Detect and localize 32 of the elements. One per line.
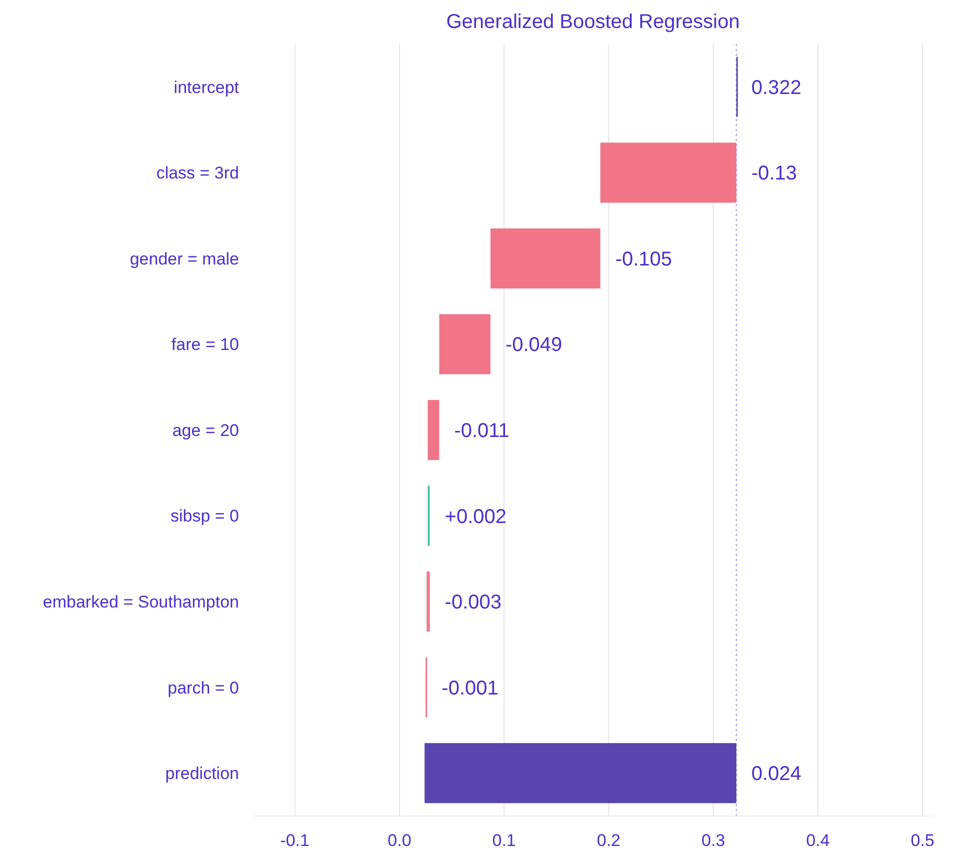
annotation: 0.024 xyxy=(751,763,802,786)
y-tick-label: parch = 0 xyxy=(168,678,239,698)
data-label: -0.003 xyxy=(444,592,502,614)
data-label: -0.13 xyxy=(751,162,797,185)
data-label: -0.001 xyxy=(442,677,498,700)
y-tick-label: class = 3rd xyxy=(156,164,239,183)
bar xyxy=(490,228,600,288)
y-tick-label: sibsp = 0 xyxy=(170,506,239,526)
chart-title: Generalized Boosted Regression xyxy=(446,11,740,33)
data-label: 0.322 xyxy=(751,76,802,99)
x-tick-label: 0.0 xyxy=(388,831,412,850)
x-tick-label: 0.5 xyxy=(910,831,934,850)
y-tick-label: age = 20 xyxy=(172,420,239,440)
y-tick-label: gender = male xyxy=(130,249,239,268)
x-tick-label: 0.1 xyxy=(492,831,516,850)
x-tick-label: -0.1 xyxy=(280,831,310,850)
bar xyxy=(424,743,736,804)
x-tick-label: 0.2 xyxy=(596,831,621,850)
data-label: -0.011 xyxy=(454,420,510,442)
bar xyxy=(439,314,490,374)
y-tick-label: embarked = Southampton xyxy=(42,592,239,612)
bar xyxy=(600,142,736,203)
y-tick-label: fare = 10 xyxy=(171,335,239,354)
bar xyxy=(428,400,440,460)
x-tick-label: 0.4 xyxy=(806,831,830,850)
y-tick-label: prediction xyxy=(165,764,239,784)
y-tick-label: intercept xyxy=(174,78,240,97)
data-label: +0.002 xyxy=(444,506,507,528)
bar xyxy=(426,572,430,632)
x-tick-label: 0.3 xyxy=(701,831,726,850)
data-label: -0.049 xyxy=(505,334,562,356)
data-label: -0.105 xyxy=(615,248,672,270)
